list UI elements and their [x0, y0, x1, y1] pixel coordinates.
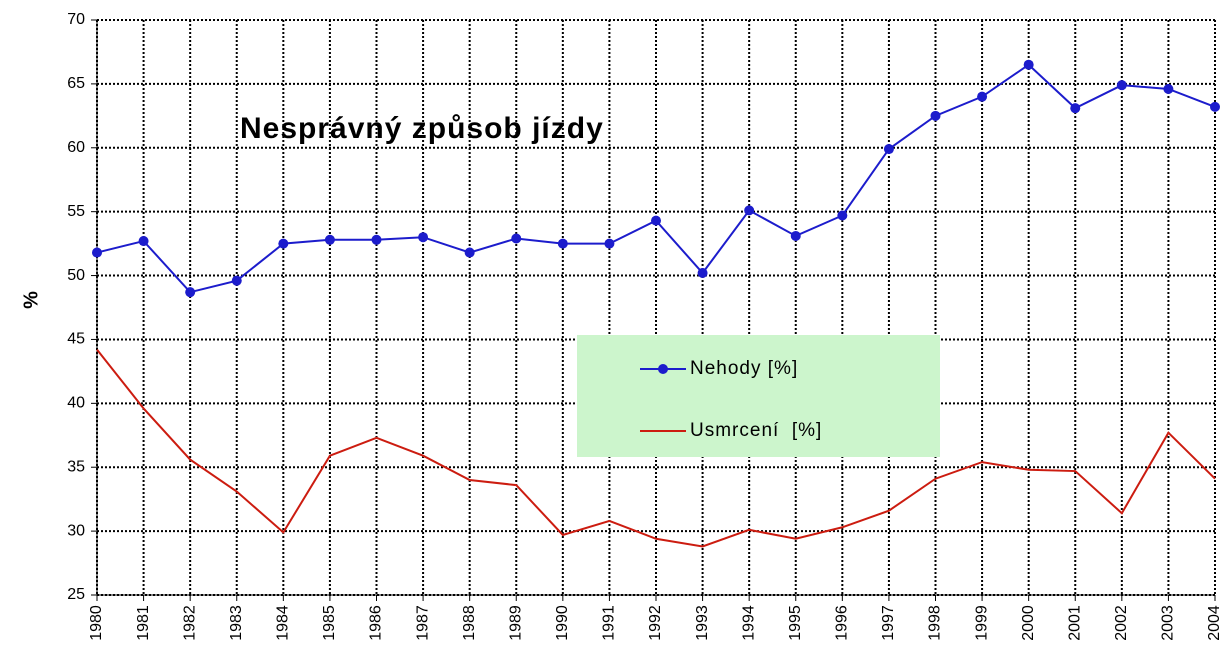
point — [1210, 101, 1220, 112]
y-tick-label: 55 — [67, 203, 85, 220]
point — [697, 268, 708, 278]
legend-label: Nehody [%] — [690, 358, 798, 379]
legend-box — [577, 335, 940, 457]
legend-label: Usmrcení [%] — [690, 420, 822, 441]
x-tick-label: 1982 — [181, 605, 198, 641]
x-tick-label: 1990 — [554, 605, 571, 641]
point — [1070, 103, 1081, 114]
y-tick-label: 65 — [67, 75, 85, 92]
point — [604, 238, 615, 249]
x-tick-label: 1997 — [880, 605, 897, 641]
y-tick-label: 45 — [67, 331, 85, 348]
x-tick-label: 1994 — [740, 605, 757, 641]
x-tick-label: 1984 — [275, 605, 292, 641]
point — [92, 247, 102, 258]
y-tick-label: 35 — [67, 458, 85, 475]
point — [1023, 59, 1034, 70]
point — [185, 287, 196, 298]
annotation: Nesprávný způsob jízdy — [240, 112, 604, 145]
x-tick-label: 1980 — [88, 605, 105, 641]
y-axis-label: % — [20, 291, 42, 309]
point — [883, 144, 894, 155]
series-line — [96, 349, 1216, 548]
x-tick-label: 1989 — [507, 605, 524, 641]
y-tick-label: 25 — [67, 586, 85, 603]
y-tick-label: 30 — [67, 522, 85, 539]
point — [324, 234, 335, 245]
point — [231, 275, 242, 286]
point — [418, 232, 429, 243]
x-tick-label: 1983 — [228, 605, 245, 641]
legend: Nehody [%] Usmrcení [%] — [577, 335, 940, 457]
x-tick-label: 2003 — [1160, 605, 1177, 641]
x-tick-label: 2004 — [1206, 605, 1221, 641]
point — [837, 210, 848, 221]
point — [371, 234, 382, 245]
x-tick-label: 2001 — [1066, 605, 1083, 641]
x-tick-label: 2000 — [1020, 605, 1037, 641]
x-tick-label: 1991 — [601, 605, 618, 641]
point — [744, 205, 755, 216]
point — [651, 215, 661, 226]
x-tick-label: 1986 — [368, 605, 385, 641]
x-tick-label: 1985 — [321, 605, 338, 641]
point — [977, 91, 988, 102]
x-tick-label: 1988 — [461, 605, 478, 641]
x-tick-label: 1998 — [927, 605, 944, 641]
point — [930, 110, 941, 121]
y-tick-label: 70 — [67, 11, 85, 28]
legend-marker — [658, 364, 668, 374]
series-line — [96, 63, 1216, 294]
point — [278, 238, 289, 249]
x-tick-label: 2002 — [1113, 605, 1130, 641]
point — [790, 230, 801, 241]
point — [464, 247, 475, 258]
point — [557, 238, 568, 249]
x-tick-label: 1996 — [834, 605, 851, 641]
x-tick-label: 1987 — [414, 605, 431, 641]
x-tick-label: 1995 — [787, 605, 804, 641]
y-tick-label: 60 — [67, 139, 85, 156]
point — [138, 236, 149, 247]
y-tick-label: 40 — [67, 395, 85, 412]
x-tick-label: 1999 — [973, 605, 990, 641]
point — [1116, 80, 1127, 91]
x-tick-label: 1981 — [135, 605, 152, 641]
x-tick-label: 1993 — [694, 605, 711, 641]
y-tick-label: 50 — [67, 267, 85, 284]
point — [511, 233, 522, 244]
x-tick-label: 1992 — [647, 605, 664, 641]
point — [1163, 84, 1174, 94]
